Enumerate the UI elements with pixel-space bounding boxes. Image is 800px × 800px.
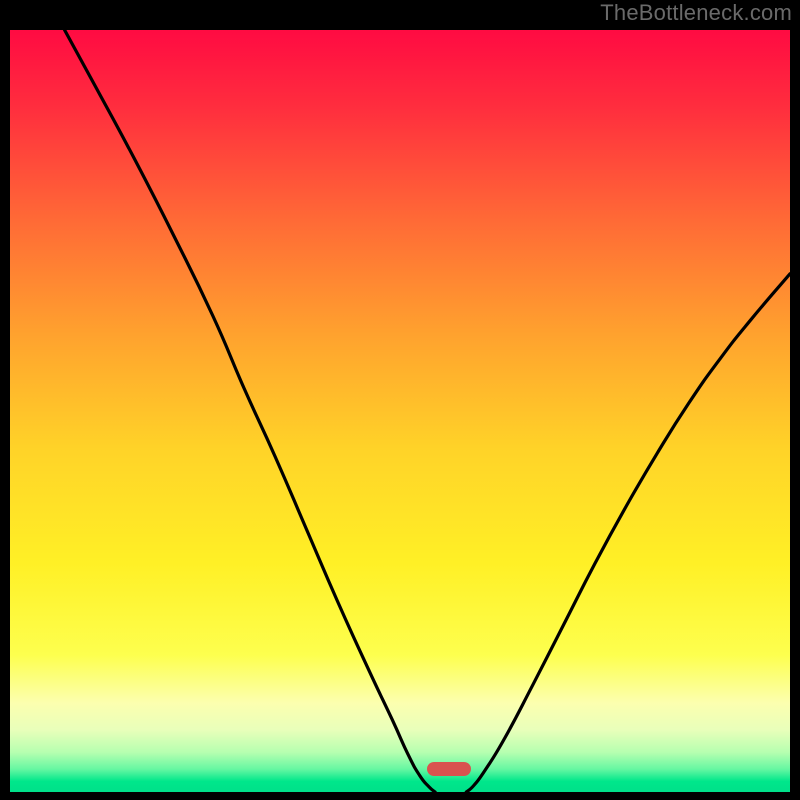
curve-right-branch [466, 274, 790, 792]
plot-area [10, 30, 790, 792]
curve-left-branch [65, 30, 436, 792]
optimal-range-marker [427, 762, 471, 776]
watermark-text: TheBottleneck.com [600, 0, 792, 26]
chart-container: TheBottleneck.com [0, 0, 800, 800]
bottleneck-curve [10, 30, 790, 792]
